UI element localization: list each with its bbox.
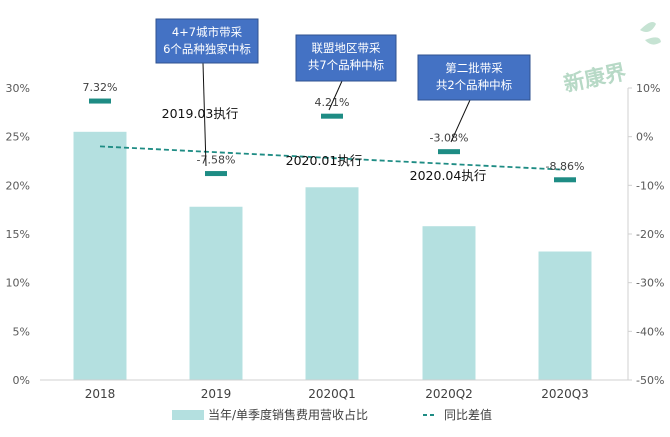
left-axis-tick: 0%: [13, 374, 30, 387]
callout-pointer: [328, 80, 343, 111]
callout-text: 第二批带采: [445, 61, 503, 75]
left-axis-tick: 30%: [6, 82, 30, 95]
callout-text: 4+7城市带采: [172, 25, 243, 39]
left-axis-tick: 15%: [6, 228, 30, 241]
right-axis: -50% -40% -30% -20% -10% 0% 10%: [627, 82, 664, 387]
data-label: -7.58%: [197, 154, 236, 167]
data-label: 7.32%: [83, 81, 118, 94]
right-axis-tick: 10%: [636, 82, 660, 95]
right-axis-tick: -30%: [636, 277, 664, 290]
bar: [422, 226, 476, 380]
category-label: 2020Q3: [541, 387, 589, 401]
legend-label: 同比差值: [444, 407, 492, 422]
legend: 当年/单季度销售费用营收占比 同比差值: [172, 407, 492, 422]
callout-pointer: [202, 62, 207, 167]
left-axis: 0% 5% 10% 15% 20% 25% 30%: [6, 82, 30, 387]
legend-swatch-bar: [172, 410, 204, 420]
right-axis-tick: -40%: [636, 325, 664, 338]
category-label: 2020Q2: [425, 387, 473, 401]
callout-text: 6个品种独家中标: [163, 42, 251, 56]
category-axis: 2018 2019 2020Q1 2020Q2 2020Q3: [40, 379, 628, 401]
bar: [73, 131, 127, 380]
right-axis-tick: -50%: [636, 374, 664, 387]
annotation-text: 2020.04执行: [410, 168, 487, 183]
right-axis-tick: -20%: [636, 228, 664, 241]
category-label: 2020Q1: [308, 387, 356, 401]
right-axis-tick: 0%: [636, 131, 653, 144]
bar: [189, 206, 243, 380]
marker: [438, 149, 460, 155]
marker: [89, 98, 111, 104]
category-label: 2019: [201, 387, 232, 401]
category-label: 2018: [85, 387, 116, 401]
left-axis-tick: 10%: [6, 277, 30, 290]
watermark-text: 新康界: [562, 60, 629, 97]
bar-series: [73, 131, 592, 380]
bar: [538, 251, 592, 380]
annotation-text: 2019.03执行: [162, 106, 239, 121]
left-axis-tick: 20%: [6, 179, 30, 192]
leaf-icon: [640, 22, 656, 32]
callout-text: 联盟地区带采: [312, 41, 381, 55]
annotations: 2019.03执行 2020.01执行 2020.04执行: [162, 106, 487, 183]
marker: [554, 177, 576, 183]
trend-line: [99, 145, 566, 171]
callout-box: [155, 18, 259, 64]
bar: [305, 187, 359, 380]
data-label: -3.08%: [430, 132, 469, 145]
callout-text: 共7个品种中标: [308, 58, 384, 72]
marker: [321, 113, 343, 119]
callout-box: [295, 34, 397, 82]
leaf-icon: [645, 37, 661, 45]
left-axis-tick: 5%: [13, 325, 30, 338]
callout-pointer: [450, 99, 471, 143]
callout-box: [417, 54, 531, 101]
data-label: -8.86%: [546, 160, 585, 173]
callout-text: 共2个品种中标: [436, 78, 512, 92]
marker: [205, 171, 227, 177]
annotation-text: 2020.01执行: [286, 153, 363, 168]
trend-line-segment: [99, 145, 566, 171]
right-axis-tick: -10%: [636, 179, 664, 192]
left-axis-tick: 25%: [6, 131, 30, 144]
legend-label: 当年/单季度销售费用营收占比: [208, 407, 368, 422]
